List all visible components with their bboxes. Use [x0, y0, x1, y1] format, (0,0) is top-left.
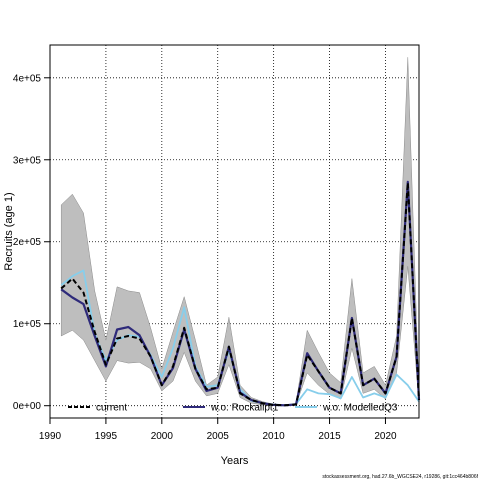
- x-tick-label: 2005: [207, 431, 230, 442]
- confidence-band-layer: [60, 57, 420, 406]
- y-tick-label: 1e+05: [13, 319, 42, 330]
- x-tick-label: 1995: [95, 431, 118, 442]
- legend-label-2: w.o. ModelledQ3: [322, 403, 398, 414]
- footnote-text: stockassessment.org, had.27.6b_WGCSE24, …: [322, 474, 478, 480]
- x-tick-label: 2000: [151, 431, 174, 442]
- series-line-0: [60, 181, 420, 407]
- plot-frame: [49, 44, 420, 419]
- x-tick-label: 1990: [39, 431, 62, 442]
- x-tick-label: 2015: [318, 431, 341, 442]
- series-lines-layer: [60, 180, 421, 407]
- y-tick-label: 3e+05: [13, 155, 42, 166]
- x-axis: 1990 1995 2000 2005 2010 2015 2020: [39, 418, 397, 442]
- y-tick-label: 4e+05: [13, 73, 42, 84]
- y-tick-label: 2e+05: [13, 237, 42, 248]
- x-tick-label: 2010: [263, 431, 286, 442]
- legend-label-0: current: [96, 403, 127, 414]
- legend-label-1: w.o. Rockallpt1: [210, 403, 279, 414]
- x-tick-label: 2020: [374, 431, 397, 442]
- y-axis-title: Recruits (age 1): [3, 192, 15, 270]
- y-axis: 0e+00 1e+05 2e+05 3e+05 4e+05: [13, 73, 50, 412]
- confidence-band: [60, 57, 420, 406]
- x-axis-title: Years: [221, 455, 249, 467]
- y-tick-label: 0e+00: [13, 401, 42, 412]
- legend: current w.o. Rockallpt1 w.o. ModelledQ3: [68, 403, 398, 414]
